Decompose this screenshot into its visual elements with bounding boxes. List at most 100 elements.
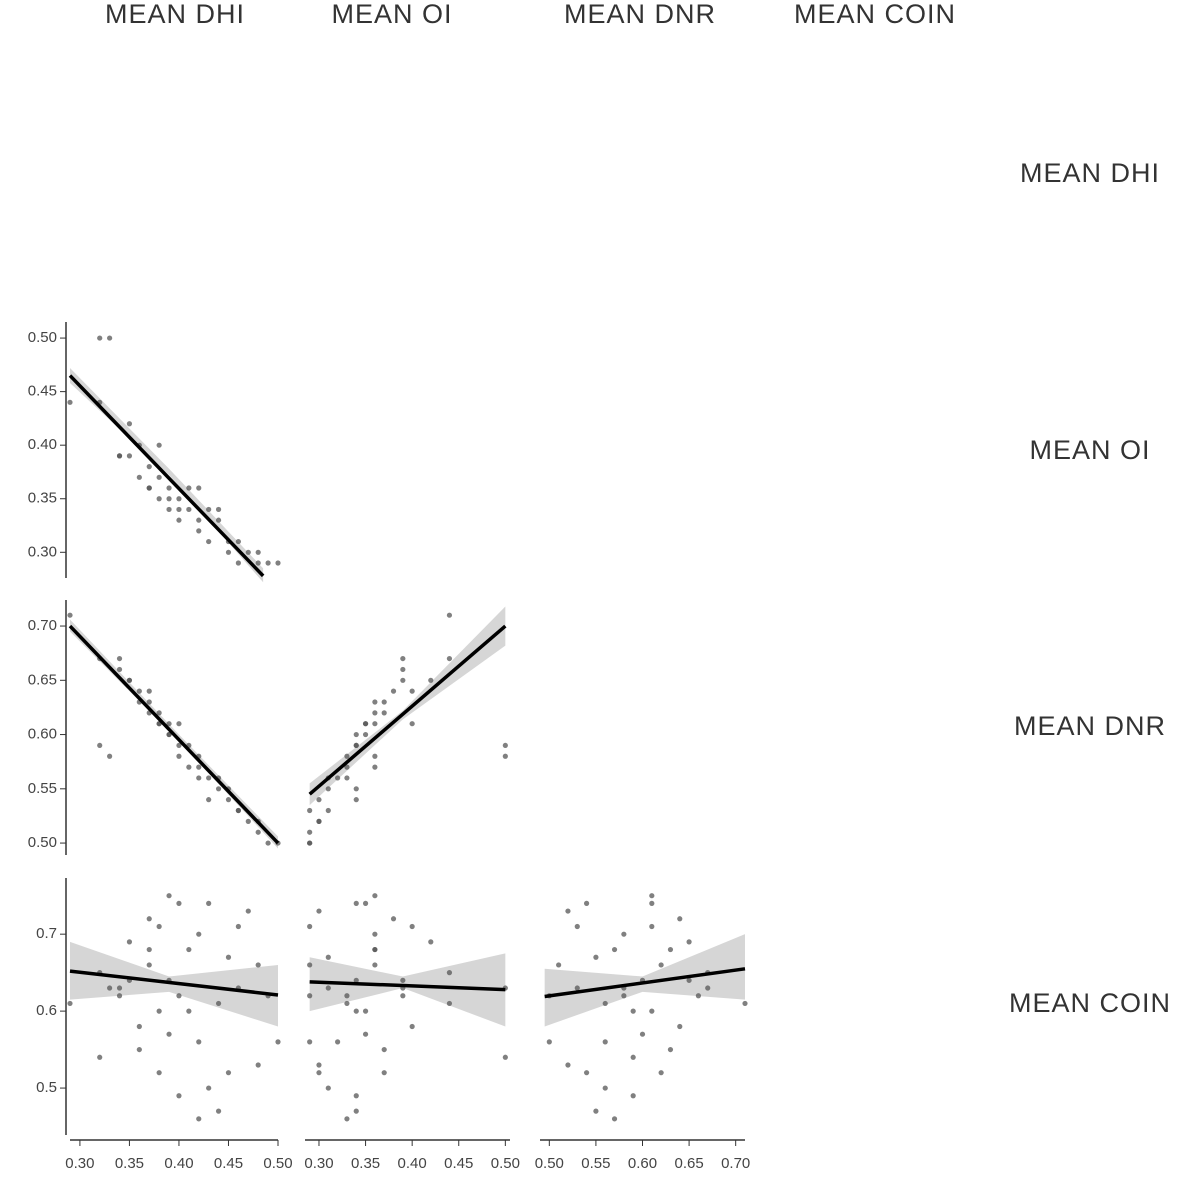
- x-tick-label: 0.55: [581, 1155, 610, 1172]
- point: [658, 962, 664, 968]
- point: [126, 939, 133, 945]
- point: [136, 1046, 142, 1053]
- point: [146, 485, 152, 491]
- point: [235, 807, 241, 814]
- point: [574, 923, 580, 930]
- x-tick-label: 0.40: [164, 1155, 193, 1172]
- point: [381, 1070, 387, 1076]
- point: [235, 560, 241, 566]
- point: [353, 742, 359, 749]
- point: [176, 900, 182, 906]
- point: [325, 786, 331, 792]
- confidence-band: [309, 953, 506, 1027]
- point: [546, 1039, 552, 1045]
- point: [116, 985, 123, 991]
- point: [353, 977, 359, 983]
- y-tick-label: 0.45: [28, 383, 57, 400]
- point: [196, 517, 202, 523]
- point: [116, 655, 123, 662]
- point: [307, 993, 313, 999]
- point: [245, 549, 251, 555]
- point: [156, 442, 162, 448]
- point: [176, 496, 182, 502]
- point: [206, 506, 212, 513]
- point: [381, 1046, 387, 1053]
- point: [344, 993, 350, 999]
- point: [611, 1116, 618, 1122]
- point: [166, 506, 172, 513]
- point: [146, 688, 152, 694]
- y-tick-label: 0.35: [28, 490, 57, 507]
- point: [107, 985, 113, 991]
- point: [325, 1085, 331, 1091]
- point: [225, 1070, 232, 1076]
- y-tick-label: 0.65: [28, 671, 57, 688]
- point: [176, 721, 182, 727]
- point: [136, 474, 142, 480]
- point: [400, 977, 406, 983]
- point: [658, 1070, 664, 1076]
- point: [325, 954, 331, 960]
- point: [502, 742, 508, 749]
- row-label: MEAN DHI: [1020, 158, 1160, 188]
- point: [372, 962, 378, 968]
- x-tick-label: 0.50: [535, 1155, 564, 1172]
- point: [372, 764, 378, 770]
- x-tick-label: 0.35: [115, 1155, 144, 1172]
- point: [602, 1085, 608, 1091]
- point: [316, 797, 322, 803]
- column-label: MEAN COIN: [794, 0, 956, 29]
- point: [156, 474, 162, 480]
- point: [583, 900, 590, 906]
- x-tick-label: 0.45: [214, 1155, 243, 1172]
- point: [362, 900, 369, 906]
- point: [156, 923, 162, 930]
- point: [215, 1000, 222, 1007]
- point: [206, 797, 212, 803]
- point: [107, 753, 113, 759]
- x-tick-label: 0.45: [444, 1155, 473, 1172]
- point: [593, 1108, 599, 1114]
- point: [639, 1031, 646, 1037]
- point: [502, 1054, 508, 1060]
- point: [136, 688, 142, 694]
- point: [186, 485, 192, 491]
- point: [390, 688, 397, 694]
- point: [176, 753, 182, 759]
- point: [686, 939, 692, 945]
- point: [265, 560, 271, 566]
- point: [196, 764, 202, 770]
- point: [353, 786, 359, 792]
- point: [116, 993, 123, 999]
- point: [166, 1031, 172, 1037]
- x-tick-label: 0.65: [674, 1155, 703, 1172]
- point: [176, 993, 182, 999]
- point: [146, 464, 152, 470]
- point: [428, 939, 434, 945]
- point: [409, 1023, 415, 1030]
- point: [67, 399, 73, 405]
- point: [126, 421, 133, 427]
- point: [593, 954, 599, 960]
- point: [630, 1008, 636, 1014]
- point: [565, 1062, 571, 1068]
- point: [67, 612, 73, 618]
- x-tick-label: 0.30: [304, 1155, 333, 1172]
- point: [255, 549, 261, 555]
- point: [362, 721, 369, 727]
- point: [353, 1008, 359, 1014]
- point: [381, 710, 387, 716]
- point: [381, 699, 387, 705]
- point: [611, 946, 618, 953]
- point: [166, 485, 172, 491]
- point: [196, 775, 202, 781]
- point: [353, 1108, 359, 1114]
- row-label: MEAN OI: [1029, 435, 1150, 465]
- point: [166, 721, 172, 727]
- y-tick-label: 0.30: [28, 543, 57, 560]
- point: [186, 764, 192, 770]
- point: [316, 1062, 322, 1068]
- point: [446, 1000, 453, 1007]
- point: [307, 807, 313, 814]
- point: [215, 1108, 222, 1114]
